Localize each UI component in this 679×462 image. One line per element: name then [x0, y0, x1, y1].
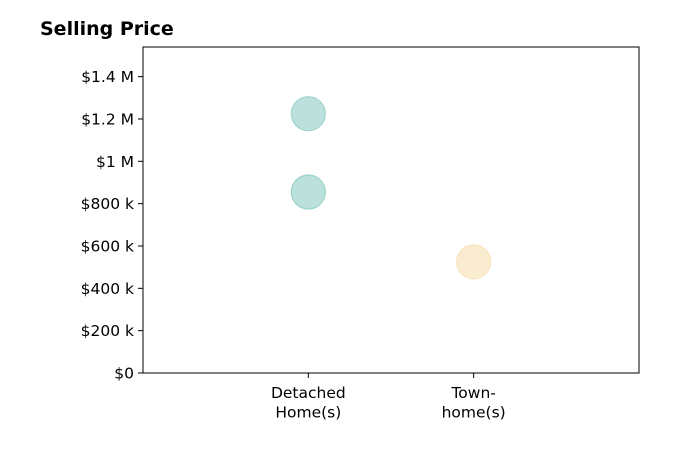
y-tick-label-5: $1 M: [96, 153, 134, 171]
y-tick-label-3: $600 k: [81, 237, 134, 255]
x-tick-label-line: home(s): [442, 404, 506, 422]
x-tick-label-line: Home(s): [275, 404, 341, 422]
plot-frame: [142, 46, 640, 374]
data-point-2: [456, 244, 492, 280]
data-point-1: [290, 174, 326, 210]
y-axis: $0 $200 k $400 k $600 k $800 k $1 M $1.2 M $1.4…: [81, 68, 143, 383]
x-tick-label-1: Town-home(s): [442, 384, 506, 422]
y-tick-label-6: $1.2 M: [81, 110, 134, 128]
y-tick-label-1: $200 k: [81, 322, 134, 340]
x-tick-label-line: Town-: [450, 384, 495, 402]
data-point-0: [290, 96, 326, 132]
y-tick-label-2: $400 k: [81, 280, 134, 298]
y-tick-label-7: $1.4 M: [81, 68, 134, 86]
x-tick-label-0: Detached Home(s): [271, 384, 346, 422]
x-tick-label-line: Detached: [271, 384, 346, 402]
y-tick-label-0: $0: [114, 365, 134, 383]
y-tick-label-4: $800 k: [81, 195, 134, 213]
plot-points: [290, 96, 492, 280]
chart-title: Selling Price: [40, 18, 174, 40]
x-axis: Detached Home(s) Town-home(s): [271, 373, 506, 422]
